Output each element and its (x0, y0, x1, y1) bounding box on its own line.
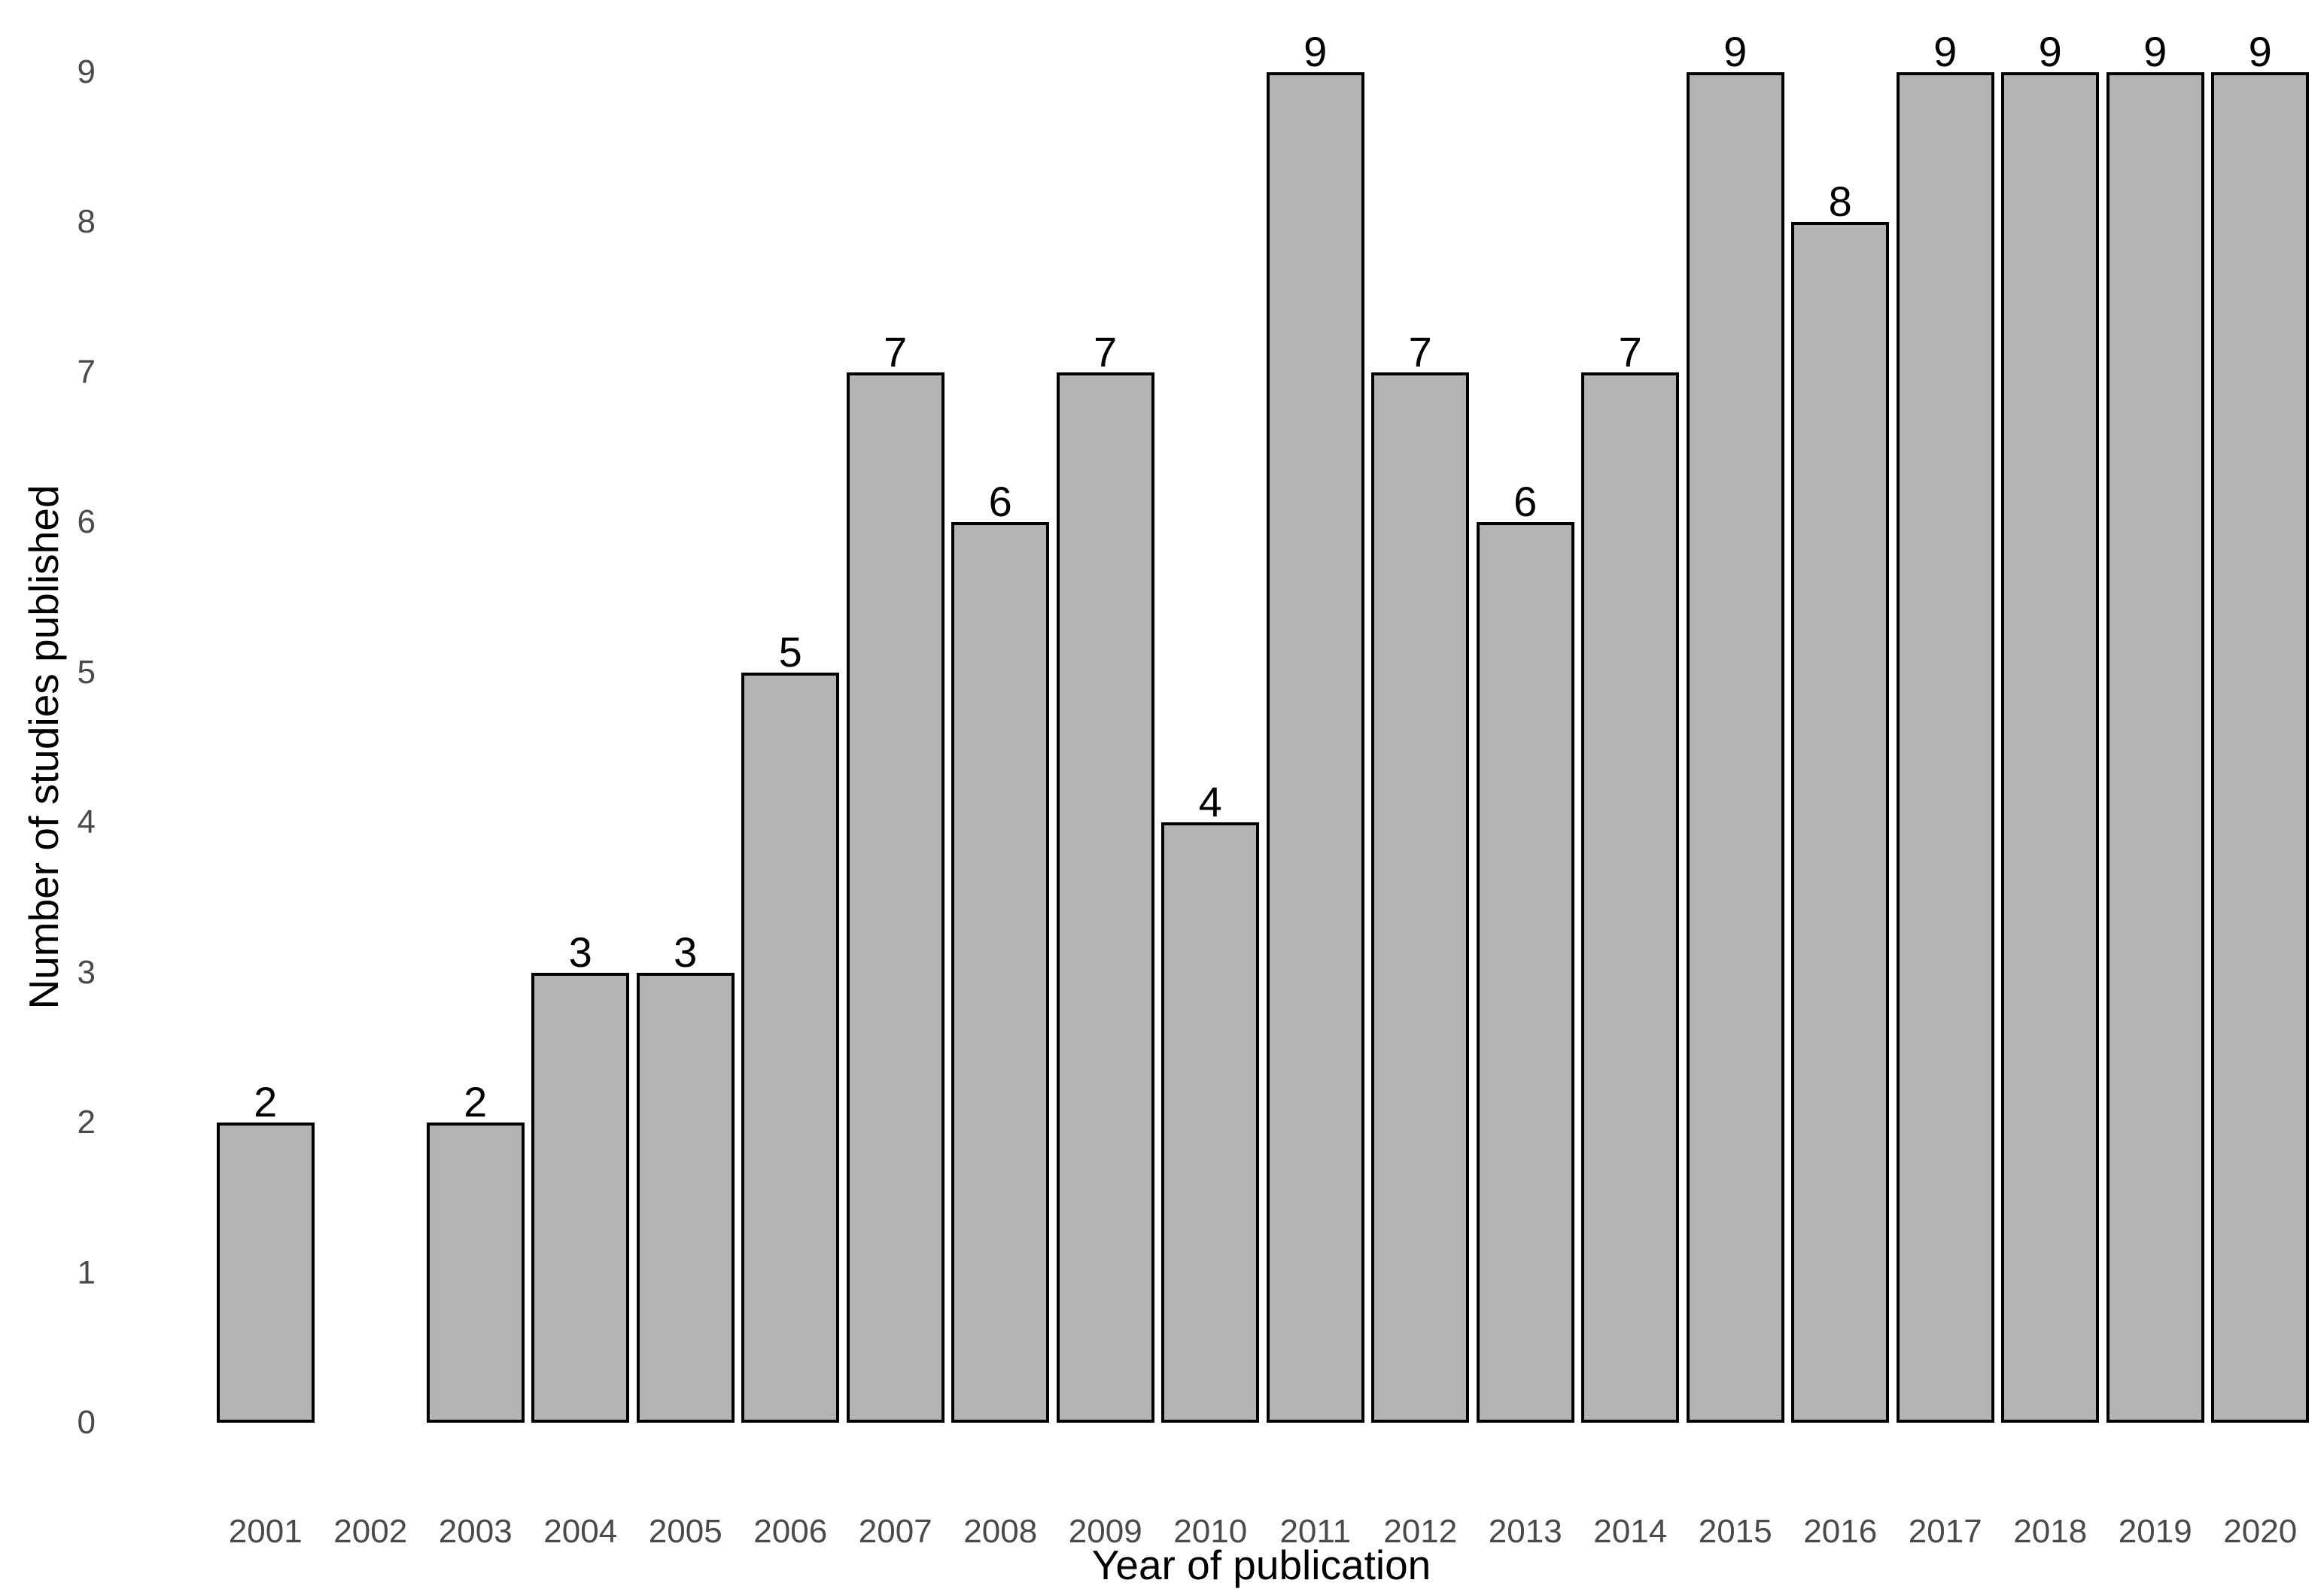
bar-value-label-2001: 2 (254, 1078, 278, 1126)
bar-2005 (636, 972, 735, 1423)
x-tick-label-2017: 2017 (1908, 1513, 1982, 1550)
y-tick-label-9: 9 (77, 53, 96, 90)
y-tick-label-5: 5 (77, 653, 96, 691)
bar-value-label-2003: 2 (464, 1078, 488, 1126)
bar-value-label-2014: 7 (1618, 327, 1642, 375)
bar-2019 (2106, 71, 2204, 1423)
x-tick-label-2015: 2015 (1698, 1513, 1772, 1550)
bar-value-label-2009: 7 (1094, 327, 1118, 375)
bar-value-label-2020: 9 (2248, 27, 2272, 75)
bar-2010 (1161, 822, 1260, 1423)
y-tick-label-8: 8 (77, 203, 96, 240)
bar-value-label-2004: 3 (568, 928, 592, 976)
y-tick-label-3: 3 (77, 953, 96, 991)
y-tick-label-6: 6 (77, 503, 96, 540)
bar-value-label-2008: 6 (988, 478, 1012, 525)
bar-2008 (951, 522, 1050, 1423)
bar-2018 (2001, 71, 2100, 1423)
bar-2016 (1791, 222, 1890, 1423)
bar-value-label-2013: 6 (1513, 478, 1538, 525)
x-tick-label-2013: 2013 (1488, 1513, 1562, 1550)
bar-2003 (426, 1123, 525, 1423)
x-tick-label-2014: 2014 (1593, 1513, 1668, 1550)
y-tick-label-1: 1 (77, 1253, 96, 1291)
x-axis-title: Year of publication (1091, 1542, 1431, 1588)
bar-value-label-2019: 9 (2143, 27, 2167, 75)
bar-2012 (1371, 372, 1470, 1423)
bar-value-label-2006: 5 (778, 627, 802, 676)
bar-2007 (846, 372, 945, 1423)
y-tick-label-7: 7 (77, 353, 96, 390)
bar-2015 (1686, 71, 1784, 1423)
x-tick-label-2002: 2002 (333, 1513, 408, 1550)
x-tick-label-2019: 2019 (2118, 1513, 2192, 1550)
bar-2006 (741, 672, 840, 1423)
bar-2011 (1266, 71, 1364, 1423)
x-tick-label-2009: 2009 (1068, 1513, 1142, 1550)
bar-2014 (1581, 372, 1680, 1423)
x-tick-label-2016: 2016 (1803, 1513, 1878, 1550)
bar-value-label-2011: 9 (1303, 27, 1328, 75)
x-tick-label-2008: 2008 (963, 1513, 1038, 1550)
y-tick-label-0: 0 (77, 1404, 96, 1441)
bar-value-label-2015: 9 (1723, 27, 1748, 75)
x-tick-label-2006: 2006 (753, 1513, 828, 1550)
bar-value-label-2018: 9 (2038, 27, 2062, 75)
bar-2017 (1896, 71, 1994, 1423)
bar-value-label-2016: 8 (1828, 178, 1852, 225)
bar-value-label-2017: 9 (1933, 27, 1957, 75)
y-tick-label-4: 4 (77, 804, 96, 840)
x-tick-label-2011: 2011 (1279, 1513, 1352, 1550)
bar-2013 (1476, 522, 1574, 1423)
x-tick-label-2004: 2004 (543, 1513, 618, 1550)
bar-value-label-2007: 7 (884, 327, 908, 375)
x-tick-label-2012: 2012 (1383, 1513, 1458, 1550)
x-tick-label-2010: 2010 (1173, 1513, 1248, 1550)
bar-2020 (2211, 71, 2310, 1423)
bar-2001 (216, 1123, 315, 1423)
bar-2009 (1056, 372, 1154, 1423)
x-tick-label-2020: 2020 (2223, 1513, 2298, 1550)
y-tick-label-2: 2 (77, 1104, 96, 1141)
bar-value-label-2005: 3 (674, 928, 698, 976)
x-tick-label-2018: 2018 (2013, 1513, 2088, 1550)
bar-value-label-2012: 7 (1408, 327, 1432, 375)
bar-value-label-2010: 4 (1198, 778, 1222, 825)
bar-2004 (531, 972, 630, 1423)
x-tick-label-2007: 2007 (858, 1513, 932, 1550)
x-tick-label-2001: 2001 (228, 1513, 303, 1550)
x-tick-label-2005: 2005 (648, 1513, 722, 1550)
x-tick-label-2003: 2003 (438, 1513, 513, 1550)
